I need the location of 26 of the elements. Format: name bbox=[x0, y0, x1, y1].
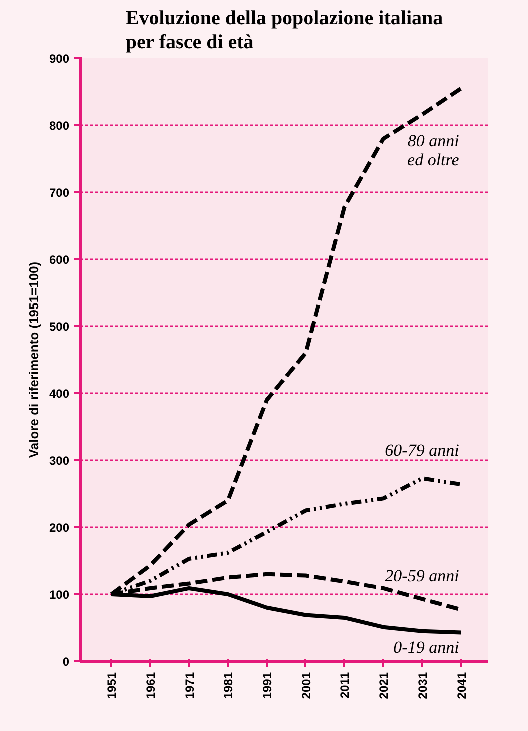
chart-title: Evoluzione della popolazione italiana per fasce di età bbox=[126, 7, 444, 54]
x-tick-label: 2001 bbox=[299, 672, 314, 700]
x-tick-label: 2041 bbox=[454, 672, 469, 700]
series-label: 20-59 anni bbox=[385, 566, 460, 586]
x-tick-label: 2011 bbox=[338, 672, 352, 699]
y-tick-label: 0 bbox=[62, 655, 70, 669]
x-tick-label: 1991 bbox=[260, 672, 275, 700]
x-tick-label: 1961 bbox=[144, 672, 158, 700]
y-tick-label: 600 bbox=[49, 253, 70, 267]
y-tick-label: 700 bbox=[49, 186, 70, 200]
y-tick-label: 300 bbox=[49, 454, 70, 468]
y-tick-label: 800 bbox=[49, 119, 70, 133]
series-label: 80 anni ed oltre bbox=[408, 132, 460, 170]
y-tick-label: 200 bbox=[49, 521, 70, 535]
x-tick-label: 2021 bbox=[377, 672, 392, 700]
x-tick-label: 1951 bbox=[105, 672, 120, 700]
x-tick-label: 1971 bbox=[182, 672, 197, 700]
y-axis-title: Valore di riferimento (1951=100) bbox=[26, 262, 42, 458]
y-tick-label: 400 bbox=[49, 387, 70, 401]
x-tick-label: 1981 bbox=[222, 672, 236, 700]
series-label: 0-19 anni bbox=[394, 638, 460, 658]
y-tick-label: 500 bbox=[49, 320, 70, 334]
series-label: 60-79 anni bbox=[385, 441, 460, 460]
x-tick-label: 2031 bbox=[416, 672, 430, 700]
y-tick-label: 100 bbox=[49, 588, 70, 602]
y-tick-label: 900 bbox=[49, 52, 70, 66]
